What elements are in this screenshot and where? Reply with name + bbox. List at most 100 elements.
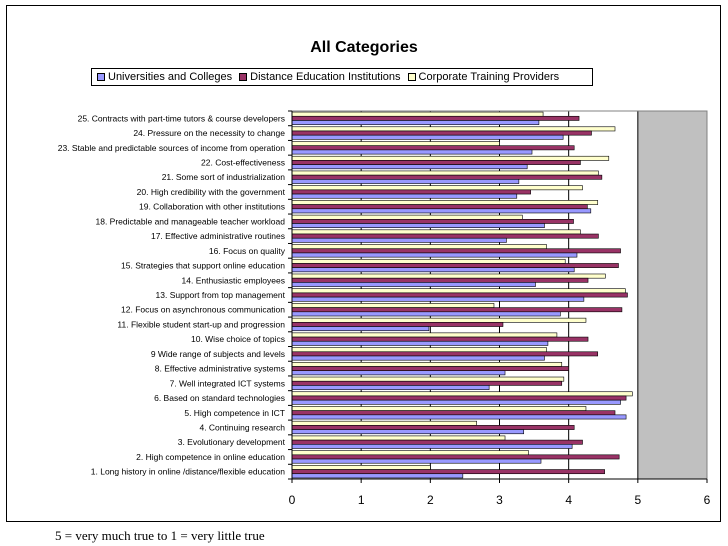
bar-6-series-3 — [291, 391, 633, 397]
bar-14-series-1 — [291, 282, 536, 287]
category-label-19: 19. Collaboration with other institution… — [139, 202, 285, 212]
bar-5-series-3 — [291, 406, 587, 411]
bar-9-series-2 — [291, 351, 599, 357]
category-label-4: 4. Continuing research — [199, 422, 285, 432]
bar-2-series-2 — [291, 454, 620, 460]
category-label-5: 5. High competence in ICT — [184, 408, 285, 418]
category-label-8: 8. Effective administrative systems — [155, 364, 285, 374]
bar-7-series-2 — [291, 380, 563, 386]
scale-note: 5 = very much true to 1 = very little tr… — [55, 528, 265, 543]
category-label-22: 22. Cost-effectiveness — [201, 158, 285, 168]
bar-25-series-2 — [291, 115, 580, 121]
legend-label-distance-education: Distance Education Institutions — [250, 71, 401, 83]
bar-13-series-3 — [291, 288, 626, 294]
bar-17-series-1 — [291, 237, 507, 243]
bar-17-series-2 — [291, 233, 599, 239]
bar-12-series-3 — [291, 303, 495, 308]
category-label-7: 7. Well integrated ICT systems — [170, 378, 285, 388]
bar-15-series-2 — [291, 263, 619, 268]
bar-3-series-1 — [291, 443, 573, 449]
bar-7-series-3 — [291, 376, 565, 382]
bar-20-series-1 — [291, 193, 518, 199]
x-tick-label-2: 2 — [427, 493, 434, 507]
bar-16-series-1 — [291, 252, 578, 258]
bar-15-series-1 — [291, 267, 575, 273]
bar-16-series-3 — [291, 244, 547, 250]
bar-18-series-1 — [291, 223, 545, 228]
bar-12-series-2 — [291, 307, 623, 313]
category-label-10: 10. Wise choice of topics — [191, 334, 285, 344]
bar-3-series-2 — [291, 439, 583, 445]
x-tick-label-4: 4 — [565, 493, 572, 507]
bar-10-series-1 — [291, 340, 549, 346]
bar-13-series-2 — [291, 292, 628, 298]
legend-label-universities: Universities and Colleges — [108, 71, 233, 83]
category-label-12: 12. Focus on asynchronous communication — [121, 305, 285, 315]
category-label-24: 24. Pressure on the necessity to change — [133, 128, 285, 138]
bar-24-series-3 — [291, 126, 616, 132]
x-tick-label-6: 6 — [704, 493, 711, 507]
bar-18-series-2 — [291, 219, 574, 224]
bar-11-series-2 — [291, 322, 504, 327]
bar-8-series-2 — [291, 366, 569, 371]
bar-21-series-1 — [291, 179, 520, 184]
bar-22-series-2 — [291, 160, 581, 165]
category-label-20: 20. High credibility with the government — [137, 187, 286, 197]
bar-22-series-1 — [291, 164, 528, 170]
category-label-1: 1. Long history in online /distance/flex… — [91, 467, 285, 477]
category-label-25: 25. Contracts with part-time tutors & co… — [78, 113, 285, 123]
category-label-16: 16. Focus on quality — [209, 246, 286, 256]
bar-14-series-2 — [291, 277, 589, 283]
bar-2-series-1 — [291, 458, 542, 464]
bar-1-series-3 — [291, 465, 431, 470]
bar-4-series-2 — [291, 425, 575, 430]
bar-14-series-3 — [291, 273, 606, 279]
legend-item-universities: Universities and Colleges — [97, 71, 232, 83]
legend-swatch-corporate-training — [407, 73, 416, 81]
category-label-2: 2. High competence in online education — [136, 452, 285, 462]
bar-11-series-3 — [291, 317, 587, 323]
bar-21-series-2 — [291, 174, 603, 180]
bar-7-series-1 — [291, 385, 490, 390]
bar-23-series-1 — [291, 149, 533, 155]
bar-4-series-1 — [291, 429, 525, 435]
bar-16-series-2 — [291, 248, 621, 254]
bar-21-series-3 — [291, 170, 599, 176]
legend-item-distance-education: Distance Education Institutions — [239, 71, 401, 83]
bar-15-series-3 — [291, 258, 566, 264]
bar-13-series-1 — [291, 296, 585, 302]
bar-20-series-3 — [291, 185, 583, 191]
category-label-17: 17. Effective administrative routines — [151, 231, 285, 241]
category-label-13: 13. Support from top management — [156, 290, 286, 300]
category-label-15: 15. Strategies that support online educa… — [121, 261, 285, 271]
bar-19-series-1 — [291, 208, 592, 214]
bar-10-series-3 — [291, 332, 558, 338]
legend-label-corporate-training: Corporate Training Providers — [418, 71, 560, 83]
bar-2-series-3 — [291, 450, 529, 456]
bar-1-series-2 — [291, 469, 605, 475]
x-tick-label-1: 1 — [358, 493, 365, 507]
bar-4-series-3 — [291, 420, 477, 426]
bar-24-series-1 — [291, 134, 564, 140]
category-label-3: 3. Evolutionary development — [178, 437, 286, 447]
bar-5-series-1 — [291, 414, 627, 420]
category-label-21: 21. Some sort of industrialization — [162, 172, 286, 182]
bar-24-series-2 — [291, 130, 592, 136]
bar-23-series-2 — [291, 145, 575, 151]
bar-1-series-1 — [291, 473, 464, 479]
category-label-18: 18. Predictable and manageable teacher w… — [96, 216, 286, 226]
bar-12-series-1 — [291, 311, 561, 317]
x-tick-label-5: 5 — [634, 493, 641, 507]
chart-title: All Categories — [310, 39, 418, 56]
bar-3-series-3 — [291, 435, 506, 441]
bar-5-series-2 — [291, 410, 616, 416]
bar-9-series-1 — [291, 355, 545, 361]
bar-9-series-3 — [291, 347, 547, 353]
bar-22-series-3 — [291, 155, 610, 161]
x-tick-label-0: 0 — [289, 493, 296, 507]
bar-19-series-2 — [291, 204, 588, 210]
bar-17-series-3 — [291, 229, 581, 235]
category-label-14: 14. Enthusiastic employees — [182, 275, 285, 285]
bar-25-series-3 — [291, 111, 544, 117]
